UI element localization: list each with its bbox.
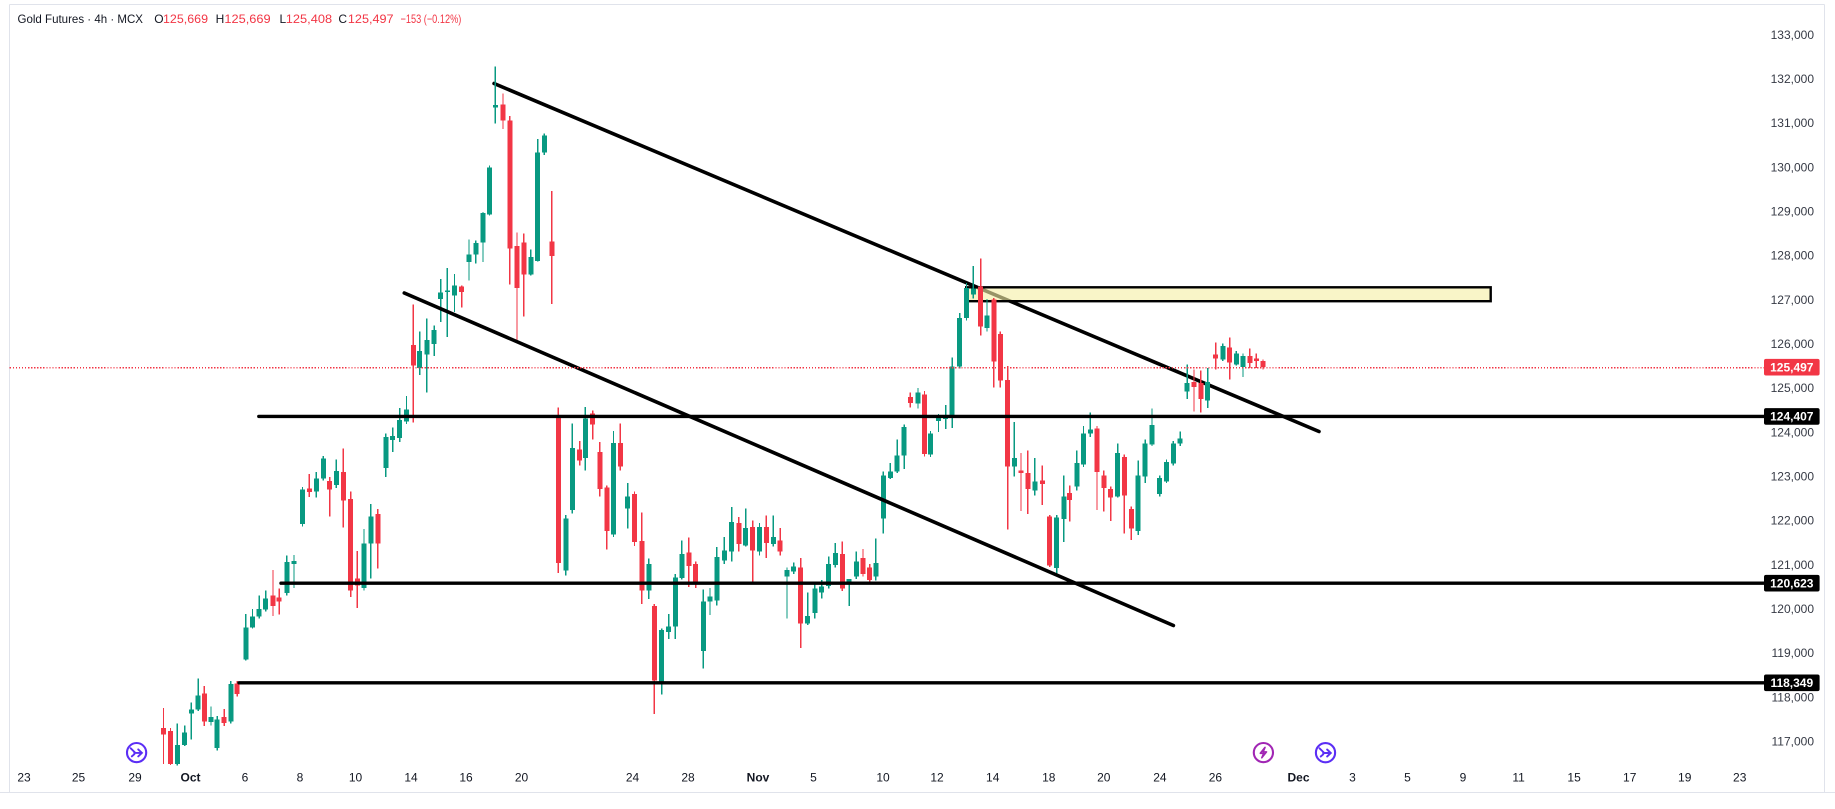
svg-text:9: 9 bbox=[1460, 771, 1467, 785]
svg-text:125,000: 125,000 bbox=[1771, 381, 1815, 395]
svg-text:12: 12 bbox=[930, 771, 944, 785]
svg-text:15: 15 bbox=[1567, 771, 1581, 785]
svg-text:121,000: 121,000 bbox=[1771, 558, 1815, 572]
svg-text:−153 (−0.12%): −153 (−0.12%) bbox=[401, 12, 462, 26]
svg-text:14: 14 bbox=[404, 771, 418, 785]
svg-text:131,000: 131,000 bbox=[1771, 116, 1815, 130]
svg-text:118,349: 118,349 bbox=[1770, 676, 1813, 690]
svg-text:16: 16 bbox=[459, 771, 473, 785]
svg-text:124,000: 124,000 bbox=[1771, 425, 1815, 439]
svg-text:29: 29 bbox=[128, 771, 142, 785]
svg-text:C: C bbox=[338, 12, 347, 26]
svg-text:L: L bbox=[280, 12, 287, 26]
svg-text:8: 8 bbox=[297, 771, 304, 785]
svg-text:H: H bbox=[216, 12, 225, 26]
svg-text:Oct: Oct bbox=[180, 771, 200, 785]
svg-text:120,623: 120,623 bbox=[1770, 577, 1814, 591]
svg-text:123,000: 123,000 bbox=[1771, 470, 1815, 484]
svg-text:25: 25 bbox=[72, 771, 86, 785]
svg-text:5: 5 bbox=[1404, 771, 1411, 785]
svg-text:125,669: 125,669 bbox=[163, 12, 208, 26]
svg-text:120,000: 120,000 bbox=[1771, 602, 1815, 616]
svg-text:118,000: 118,000 bbox=[1772, 690, 1815, 704]
svg-text:3: 3 bbox=[1349, 771, 1356, 785]
svg-text:125,497: 125,497 bbox=[1770, 361, 1814, 375]
svg-text:119,000: 119,000 bbox=[1772, 646, 1815, 660]
svg-text:132,000: 132,000 bbox=[1771, 72, 1815, 86]
svg-text:23: 23 bbox=[17, 771, 31, 785]
svg-text:117,000: 117,000 bbox=[1772, 735, 1815, 749]
svg-text:126,000: 126,000 bbox=[1771, 337, 1815, 351]
svg-text:5: 5 bbox=[810, 771, 817, 785]
svg-text:125,669: 125,669 bbox=[224, 12, 271, 26]
svg-text:20: 20 bbox=[515, 771, 529, 785]
svg-text:11: 11 bbox=[1512, 771, 1525, 785]
svg-text:122,000: 122,000 bbox=[1771, 514, 1815, 528]
svg-text:20: 20 bbox=[1097, 771, 1111, 785]
svg-text:Nov: Nov bbox=[747, 771, 770, 785]
svg-text:10: 10 bbox=[349, 771, 363, 785]
svg-text:19: 19 bbox=[1678, 771, 1692, 785]
svg-text:14: 14 bbox=[986, 771, 1000, 785]
svg-text:125,408: 125,408 bbox=[286, 12, 333, 26]
svg-text:28: 28 bbox=[681, 771, 695, 785]
svg-text:10: 10 bbox=[876, 771, 890, 785]
svg-text:125,497: 125,497 bbox=[348, 12, 394, 26]
svg-text:24: 24 bbox=[626, 771, 640, 785]
svg-text:6: 6 bbox=[242, 771, 249, 785]
svg-text:O: O bbox=[154, 12, 163, 26]
svg-text:Dec: Dec bbox=[1287, 771, 1309, 785]
svg-text:24: 24 bbox=[1153, 771, 1167, 785]
svg-text:129,000: 129,000 bbox=[1771, 205, 1815, 219]
svg-text:128,000: 128,000 bbox=[1771, 249, 1815, 263]
svg-text:130,000: 130,000 bbox=[1771, 160, 1815, 174]
svg-text:127,000: 127,000 bbox=[1771, 293, 1815, 307]
svg-text:26: 26 bbox=[1209, 771, 1223, 785]
svg-text:Gold Futures · 4h · MCX: Gold Futures · 4h · MCX bbox=[18, 12, 144, 26]
svg-text:23: 23 bbox=[1733, 771, 1747, 785]
svg-text:133,000: 133,000 bbox=[1771, 28, 1815, 42]
svg-text:124,407: 124,407 bbox=[1770, 410, 1814, 424]
svg-text:18: 18 bbox=[1042, 771, 1056, 785]
svg-text:17: 17 bbox=[1623, 771, 1637, 785]
